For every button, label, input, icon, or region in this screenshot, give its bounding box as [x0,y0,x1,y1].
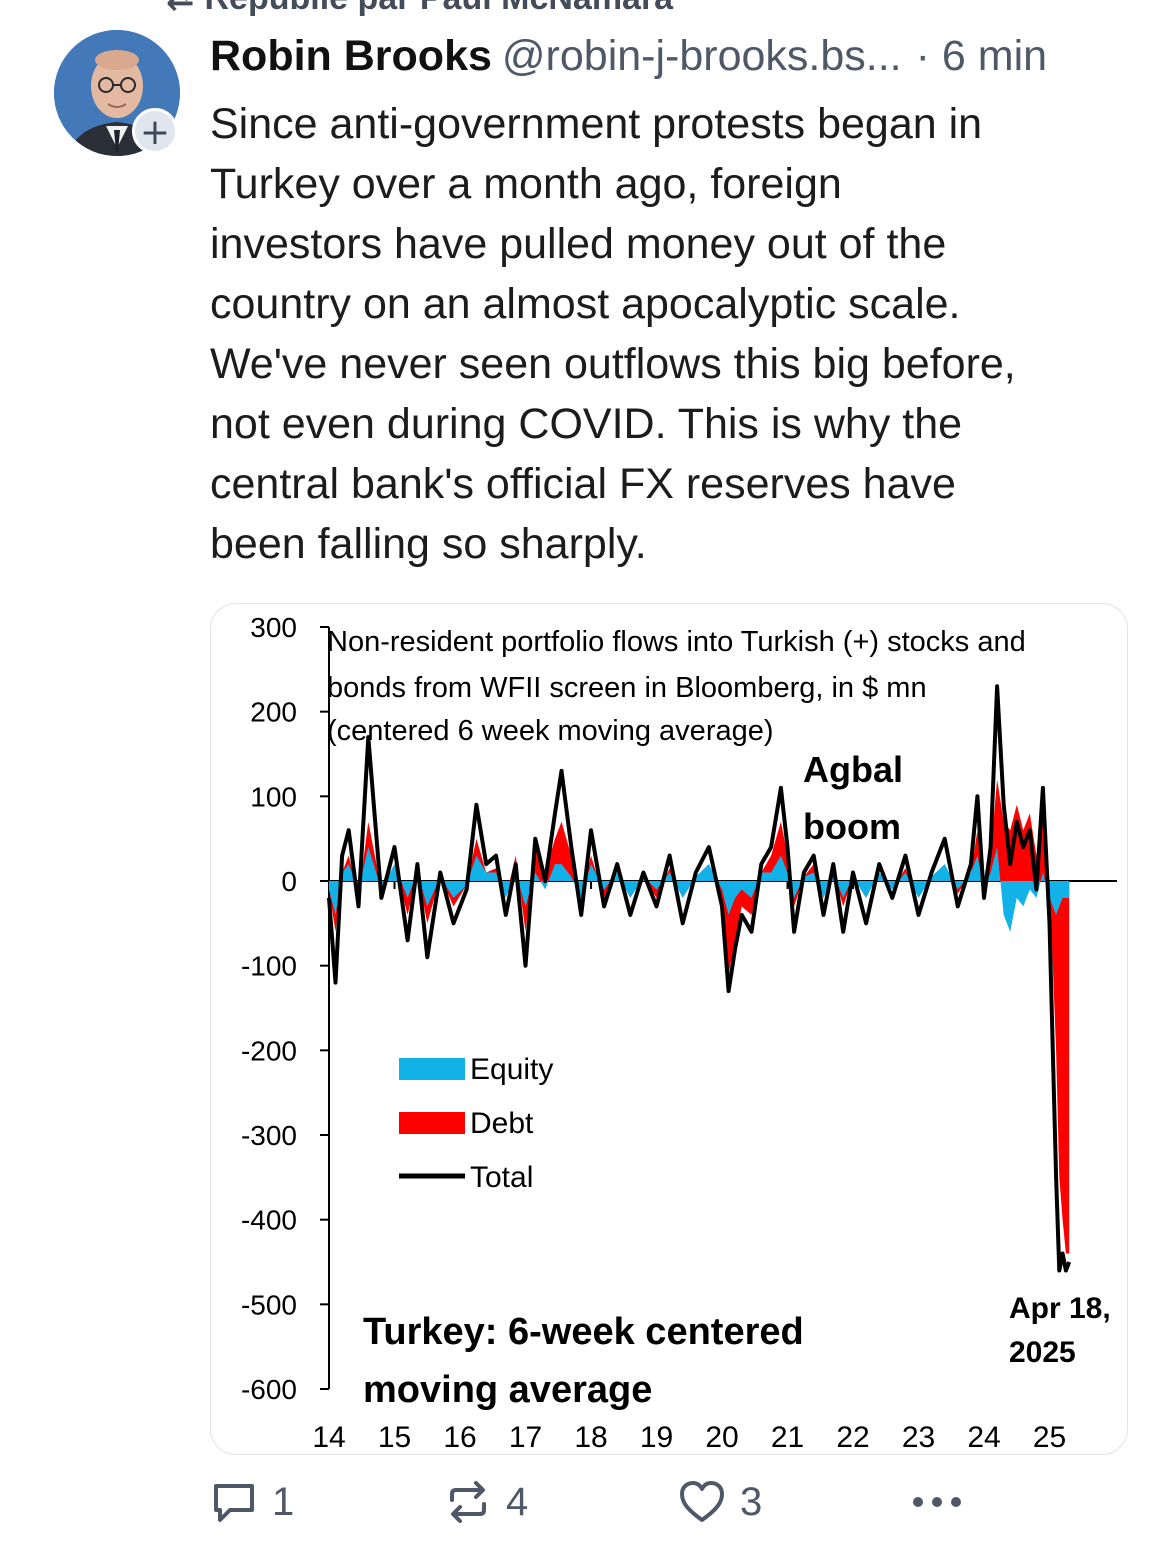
reply-count: 1 [272,1479,295,1524]
annotation-agbal-line-2: boom [803,806,901,847]
x-tick-label: 16 [443,1421,476,1454]
x-tick-label: 15 [378,1421,411,1454]
annotation-date-line-2: 2025 [1009,1336,1076,1369]
post-time[interactable]: · 6 min [915,32,1048,80]
total-line [327,684,1072,1273]
legend-total-label: Total [470,1161,533,1194]
annotation-date-line-1: Apr 18, [1009,1292,1111,1325]
x-tick-label: 14 [312,1421,345,1454]
chart-subtitle-line-2: moving average [363,1369,652,1411]
legend-equity-swatch [399,1058,465,1080]
chart-image[interactable]: 300 200 100 0 -100 -200 -300 -400 -500 -600 14 15 1… [210,603,1128,1455]
repost-button[interactable]: 4 [444,1478,528,1526]
y-tick-label: -600 [241,1374,297,1405]
y-tick-label: 0 [281,866,297,897]
repost-count: 4 [506,1479,529,1524]
line-series [327,684,1072,1273]
chart-title: Non-resident portfolio flows into Turkis… [327,626,1026,747]
chart-title-line-3: (centered 6 week moving average) [327,715,774,747]
x-tick-label: 25 [1033,1421,1066,1454]
more-options-button[interactable] [908,1478,968,1526]
y-tick-label: 300 [250,612,297,643]
author-name[interactable]: Robin Brooks [210,32,492,80]
like-button[interactable]: 3 [678,1478,762,1526]
y-axis: 300 200 100 0 -100 -200 -300 -400 -500 -600 [241,612,330,1405]
chart-subtitle-line-1: Turkey: 6-week centered [363,1311,804,1353]
x-tick-label: 21 [771,1421,804,1454]
reply-icon [214,1484,254,1522]
legend-debt-label: Debt [470,1107,534,1140]
post-header: Robin Brooks @robin-j-brooks.bs... · 6 min [210,30,1047,82]
debt-area [329,779,1070,1254]
follow-plus-icon[interactable]: + [132,108,178,154]
chart-subtitle: Turkey: 6-week centered moving average [363,1311,804,1411]
area-series [329,779,1070,1254]
avatar-portrait-icon [54,30,180,156]
annotation-date: Apr 18, 2025 [1009,1292,1111,1369]
equity-area [329,847,1070,932]
chart-title-line-2: bonds from WFII screen in Bloomberg, in … [327,672,927,704]
x-tick-label: 23 [902,1421,935,1454]
y-tick-label: 200 [250,697,297,728]
y-tick-label: -300 [241,1120,297,1151]
x-tick-label: 20 [705,1421,738,1454]
legend-debt-swatch [399,1112,465,1134]
legend: Equity Debt Total [399,1053,553,1194]
flows-chart: 300 200 100 0 -100 -200 -300 -400 -500 -600 14 15 1… [241,612,1117,1454]
heart-icon [680,1481,724,1522]
more-dots-icon [913,1497,961,1507]
author-handle[interactable]: @robin-j-brooks.bs... [501,32,902,80]
post-text: Since anti-government protests began in … [210,100,1016,568]
y-tick-label: -100 [241,951,297,982]
annotation-agbal-line-1: Agbal [803,749,903,790]
y-tick-label: -500 [241,1289,297,1320]
avatar[interactable] [54,30,180,156]
y-tick-label: 100 [250,781,297,812]
x-tick-label: 22 [836,1421,869,1454]
annotation-agbal: Agbal boom [803,749,903,847]
x-tick-label: 17 [509,1421,542,1454]
reply-button[interactable]: 1 [210,1478,294,1526]
repost-icon: ⇄ [166,0,195,18]
x-tick-label: 24 [967,1421,1000,1454]
like-count: 3 [740,1479,763,1524]
y-tick-label: -400 [241,1205,297,1236]
y-tick-label: -200 [241,1035,297,1066]
x-tick-label: 18 [574,1421,607,1454]
post-actions: 1 4 3 [0,1478,1170,1542]
repost-action-icon [450,1481,486,1523]
chart-title-line-1: Non-resident portfolio flows into Turkis… [327,626,1026,658]
repost-banner[interactable]: ⇄Republié par Paul McNamara [166,0,673,18]
legend-equity-label: Equity [470,1053,553,1086]
x-tick-label: 19 [640,1421,673,1454]
